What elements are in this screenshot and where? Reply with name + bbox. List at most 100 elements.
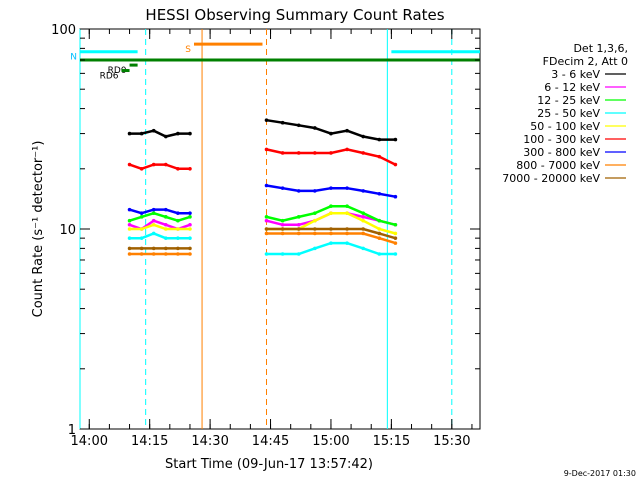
series-point <box>361 215 365 219</box>
series-point <box>377 231 382 236</box>
series-point <box>296 231 301 236</box>
series-point <box>345 241 349 245</box>
flag-bar-label: RD6 <box>100 72 119 82</box>
series-point <box>313 246 317 251</box>
series-point <box>139 166 144 171</box>
series-point <box>296 222 301 227</box>
flag-bar-label: S <box>185 45 191 55</box>
series-point <box>264 231 269 236</box>
x-axis-label: Start Time (09-Jun-17 13:57:42) <box>165 457 373 472</box>
series-point <box>139 246 144 251</box>
flag-bar-label: N <box>70 53 77 63</box>
series-point <box>127 222 132 227</box>
series-point <box>139 236 144 240</box>
series-point <box>345 231 349 236</box>
chart-title: HESSI Observing Summary Count Rates <box>145 6 444 24</box>
series-point <box>361 227 365 231</box>
legend-entry-label: 50 - 100 keV <box>530 120 600 133</box>
series-point <box>329 151 333 155</box>
series-group <box>127 118 398 256</box>
series-point <box>329 131 333 136</box>
legend-entry-label: 300 - 800 keV <box>523 146 600 159</box>
legend-entry-label: 3 - 6 keV <box>551 68 600 81</box>
series-point <box>345 147 349 152</box>
series-point <box>264 183 269 188</box>
series-point <box>393 137 398 142</box>
legend-header: FDecim 2, Att 0 <box>543 55 628 68</box>
axes-ticks: 14:00 14:15 14:30 14:45 15:00 15:15 15:30 1 10 10… <box>51 23 480 449</box>
series-point <box>151 231 156 236</box>
series-point <box>127 227 132 231</box>
series-line <box>129 223 190 231</box>
series-point <box>139 252 144 256</box>
series-point <box>329 186 333 190</box>
series-point <box>296 151 301 155</box>
series-point <box>176 131 180 136</box>
series-point <box>176 211 180 215</box>
legend-entry-label: 800 - 7000 keV <box>516 159 600 172</box>
series-point <box>296 123 301 128</box>
legend-entry-label: 6 - 12 keV <box>544 81 600 94</box>
series-point <box>151 246 156 251</box>
series-point <box>313 189 317 193</box>
series-point <box>280 222 285 227</box>
series-point <box>280 120 285 125</box>
series-point <box>176 246 180 251</box>
series-line <box>266 204 396 227</box>
series-point <box>296 189 301 193</box>
legend-entry-label: 25 - 50 keV <box>537 107 600 120</box>
series-point <box>393 231 398 236</box>
series-point <box>393 252 398 256</box>
series-point <box>188 166 192 171</box>
y-tick-label: 10 <box>59 223 76 238</box>
series-point <box>345 211 349 215</box>
series-point <box>361 231 365 236</box>
series-point <box>151 162 156 167</box>
series-point <box>176 227 180 231</box>
series-line <box>129 163 190 171</box>
series-point <box>164 246 168 251</box>
series-point <box>164 207 168 212</box>
series-point <box>377 191 382 196</box>
series-point <box>377 252 382 256</box>
y-tick-label: 100 <box>51 23 76 38</box>
series-point <box>127 131 132 136</box>
series-point <box>139 215 144 219</box>
series-point <box>127 246 132 251</box>
series-point <box>151 211 156 215</box>
series-point <box>188 252 192 256</box>
series-point <box>164 252 168 256</box>
series-point <box>139 131 144 136</box>
series-point <box>264 215 269 219</box>
series-point <box>345 227 349 231</box>
series-point <box>329 227 333 231</box>
series-point <box>313 126 317 130</box>
y-tick-label: 1 <box>68 423 76 438</box>
series-point <box>151 207 156 212</box>
series-point <box>280 227 285 231</box>
series-point <box>377 236 382 240</box>
series-point <box>393 222 398 227</box>
series-point <box>164 236 168 240</box>
series-point <box>280 218 285 223</box>
series-point <box>264 252 269 256</box>
x-tick-label: 15:30 <box>433 434 470 449</box>
series-point <box>151 218 156 223</box>
series-point <box>361 218 365 223</box>
series-point <box>176 166 180 171</box>
footer-timestamp: 9-Dec-2017 01:30 <box>564 469 636 478</box>
series-point <box>264 227 269 231</box>
series-point <box>393 236 398 240</box>
series-point <box>139 211 144 215</box>
series-point <box>329 211 333 215</box>
series-point <box>361 189 365 193</box>
series-point <box>280 231 285 236</box>
x-tick-label: 15:15 <box>373 434 410 449</box>
legend-header: Det 1,3,6, <box>573 42 628 55</box>
series-point <box>377 137 382 142</box>
series-point <box>313 211 317 215</box>
series-point <box>188 246 192 251</box>
